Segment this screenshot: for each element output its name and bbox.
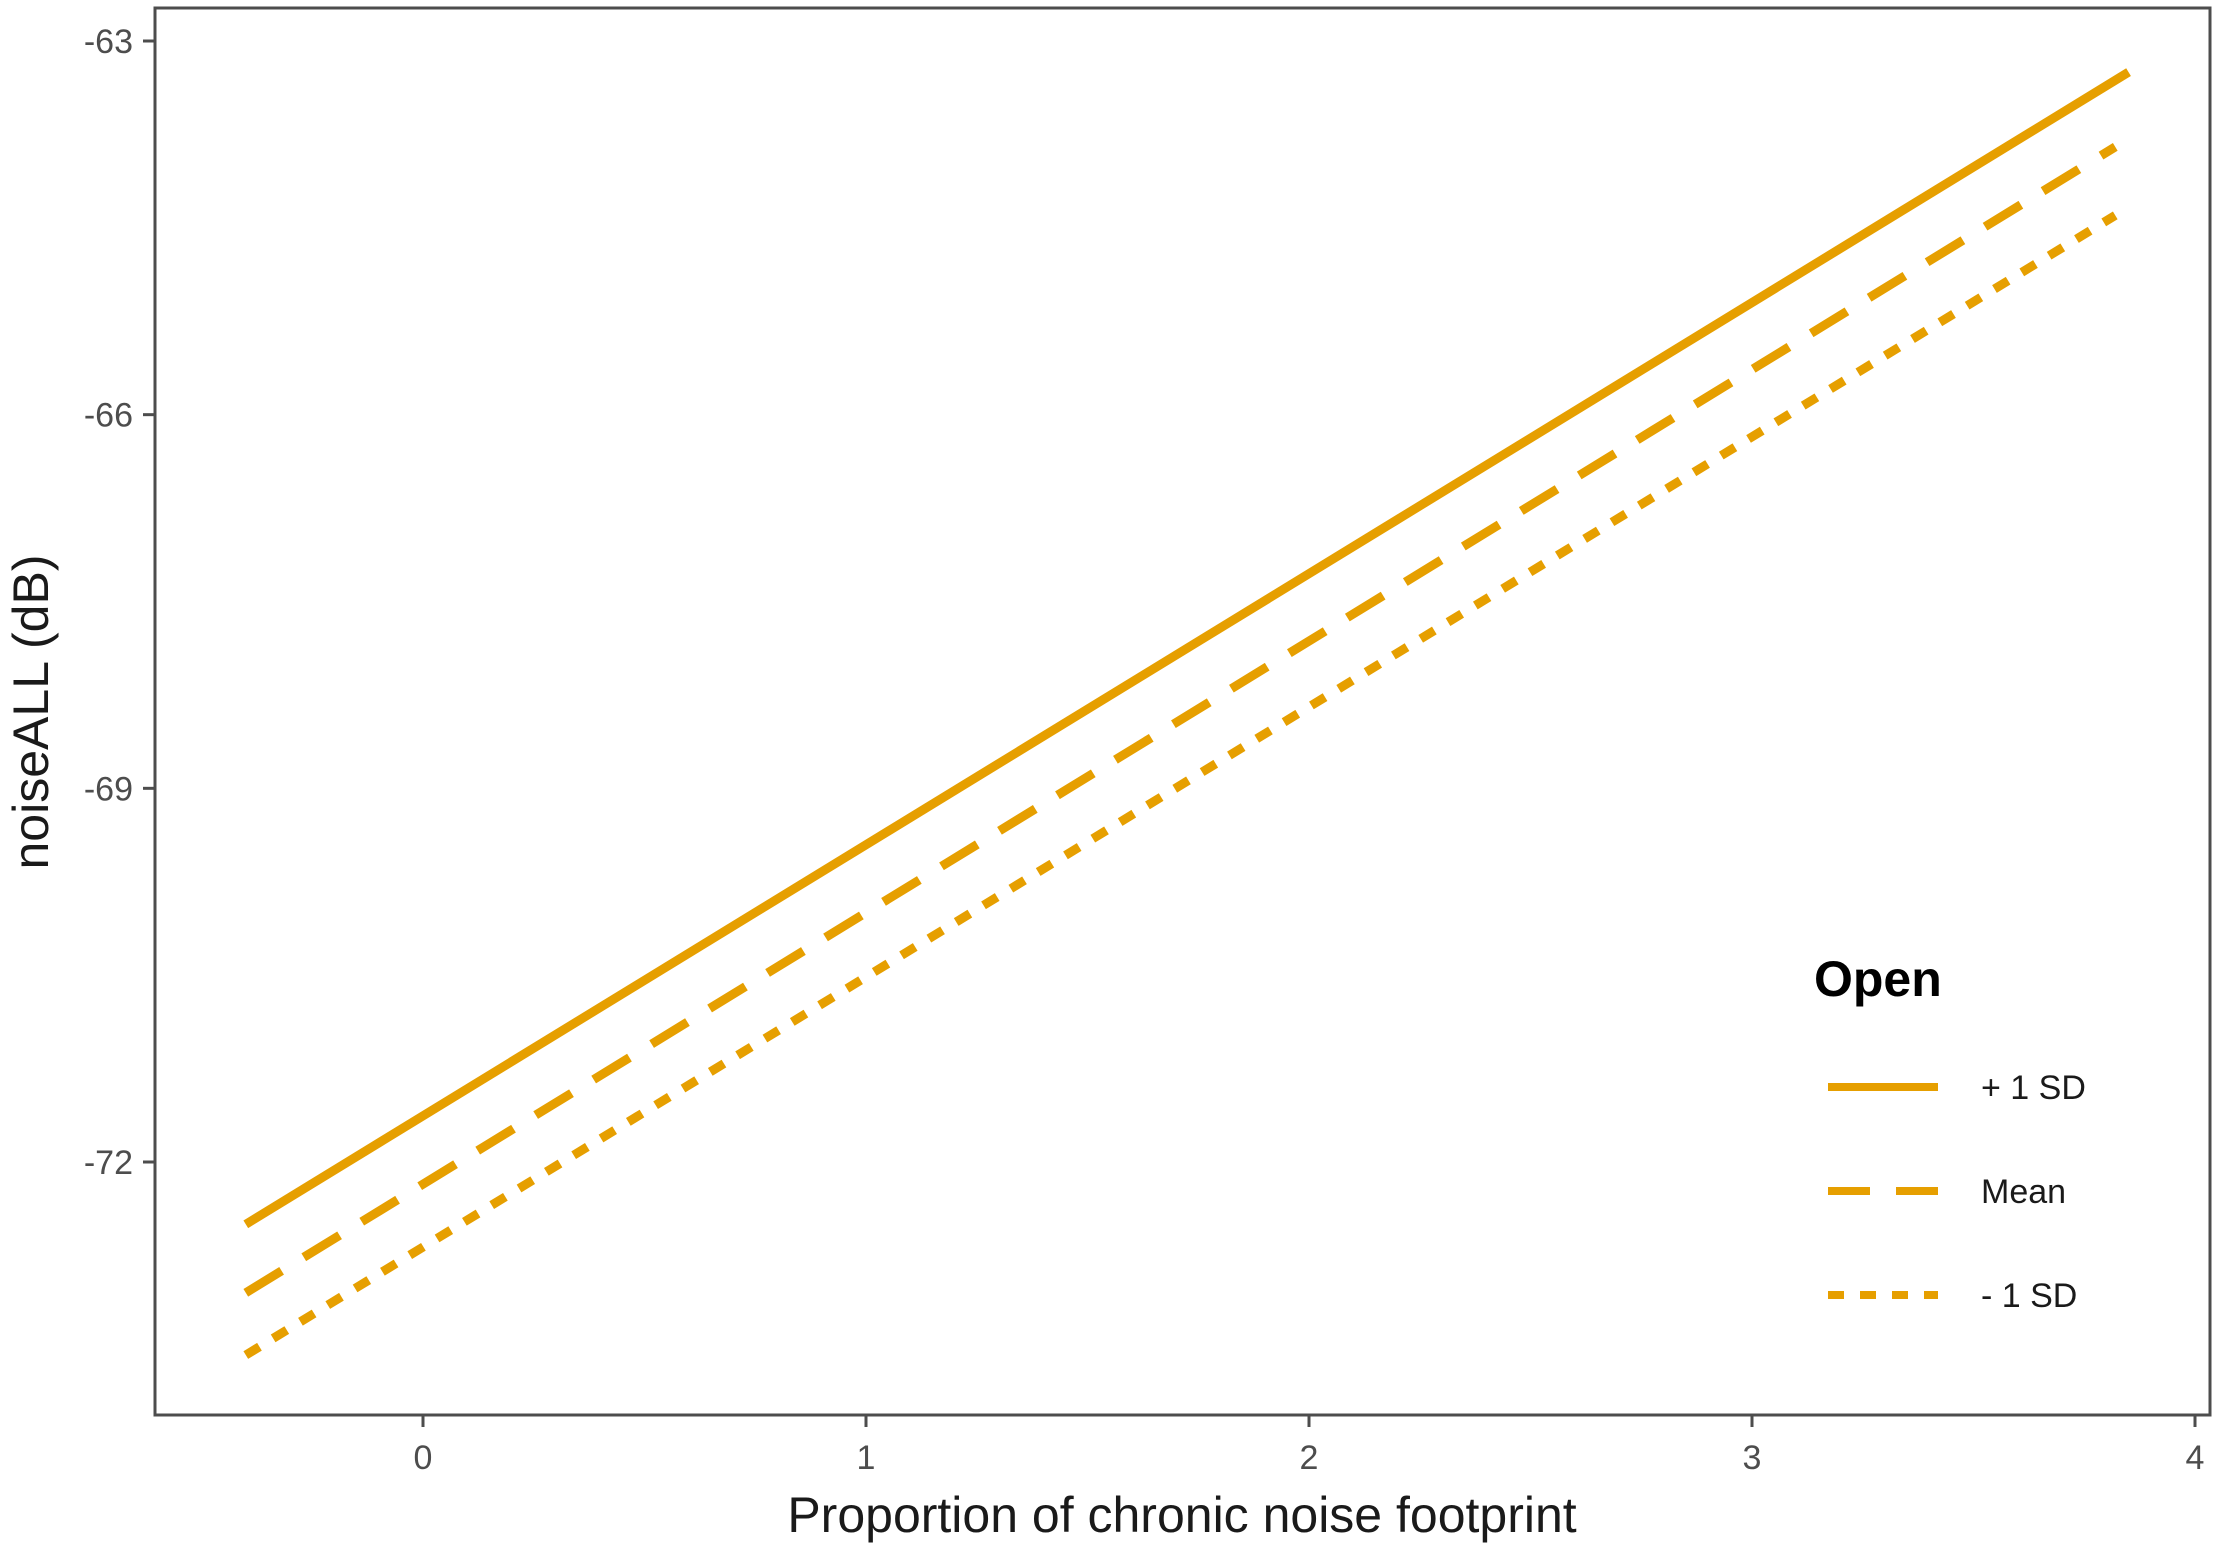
plot-panel	[153, 6, 2212, 1417]
x-axis: 0 1 2 3 4	[414, 1415, 2205, 1477]
series-line-dashed	[243, 143, 2118, 1297]
series-lines	[243, 68, 2131, 1359]
x-tick-label: 1	[857, 1439, 876, 1477]
y-axis: -72 -69 -66 -63	[84, 23, 155, 1182]
x-axis-title: Proportion of chronic noise footprint	[787, 1487, 1576, 1543]
legend-label: + 1 SD	[1981, 1069, 2086, 1107]
x-tick-label: 0	[414, 1439, 433, 1477]
y-tick-label: -63	[84, 23, 133, 61]
y-tick-label: -72	[84, 1144, 133, 1182]
legend: Open + 1 SD Mean - 1 SD	[1814, 951, 2086, 1315]
y-tick-label: -66	[84, 397, 133, 435]
series-line-dotted	[243, 211, 2118, 1359]
x-tick-label: 3	[1743, 1439, 1762, 1477]
y-axis-title: noiseALL (dB)	[3, 555, 59, 870]
legend-label: Mean	[1981, 1173, 2066, 1211]
legend-label: - 1 SD	[1981, 1277, 2077, 1315]
y-tick-label: -69	[84, 770, 133, 808]
series-line-solid	[243, 68, 2131, 1229]
x-tick-label: 4	[2186, 1439, 2205, 1477]
legend-title: Open	[1814, 951, 1942, 1007]
x-tick-label: 2	[1300, 1439, 1319, 1477]
